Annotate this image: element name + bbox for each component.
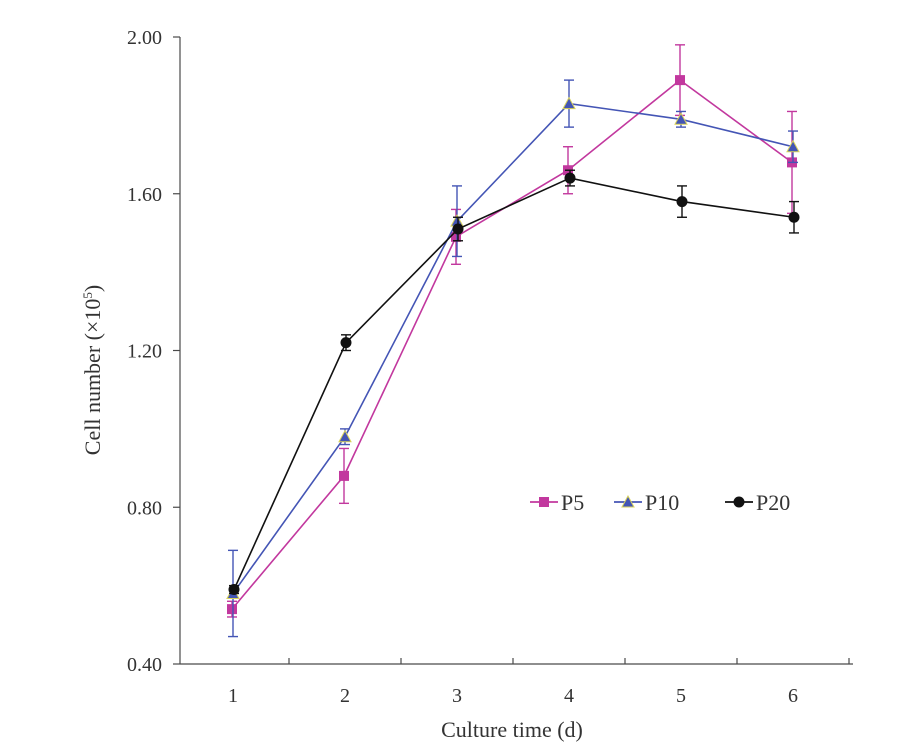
series-p5: [227, 44, 797, 618]
data-point: [451, 231, 461, 242]
data-point: [227, 604, 237, 615]
y-tick-label: 2.00: [127, 27, 162, 49]
legend-marker: [539, 497, 549, 507]
x-tick-label: 3: [452, 685, 462, 707]
data-point: [675, 75, 685, 86]
y-axis-title-main: Cell number (×10: [80, 299, 105, 456]
legend-label: P10: [645, 490, 679, 515]
data-point: [786, 139, 800, 153]
data-point: [452, 223, 464, 235]
series-line: [232, 102, 794, 594]
x-axis-ticks: 1 2 3 4 5 6: [228, 658, 850, 707]
data-point: [228, 584, 240, 596]
axes: [179, 37, 853, 665]
x-tick-label: 2: [340, 685, 350, 707]
series-p20: [228, 169, 800, 596]
plot-area: [226, 44, 800, 638]
series-line: [233, 177, 795, 590]
data-point: [562, 96, 576, 110]
data-point: [340, 337, 352, 349]
data-point: [788, 211, 800, 223]
y-axis-title-superscript: 5: [80, 292, 95, 299]
x-tick-label: 1: [228, 685, 238, 707]
x-tick-label: 5: [676, 685, 686, 707]
legend-label: P5: [561, 490, 584, 515]
y-axis-ticks: 0.40 0.80 1.20 1.60 2.00: [127, 27, 180, 676]
x-tick-label: 6: [788, 685, 798, 707]
legend: P5 P10 P20: [530, 490, 790, 515]
x-axis-title: Culture time (d): [441, 717, 583, 742]
y-axis-title-end: ): [80, 285, 105, 292]
legend-marker: [733, 496, 745, 508]
data-point: [674, 112, 688, 125]
y-tick-label: 1.20: [127, 341, 162, 363]
x-tick-label: 4: [564, 685, 574, 707]
legend-entry-p20: P20: [725, 490, 790, 515]
data-point: [338, 429, 352, 443]
y-tick-label: 0.40: [127, 654, 162, 676]
data-point: [564, 172, 576, 184]
y-axis-title: Cell number (×105): [80, 285, 105, 455]
legend-marker: [621, 494, 635, 508]
legend-entry-p10: P10: [614, 490, 679, 515]
legend-label: P20: [756, 490, 790, 515]
data-point: [339, 470, 349, 481]
legend-entry-p5: P5: [530, 490, 584, 515]
series-p10: [226, 79, 800, 638]
data-point: [676, 196, 688, 208]
y-tick-label: 0.80: [127, 497, 162, 519]
series-line: [231, 79, 793, 610]
y-tick-label: 1.60: [127, 184, 162, 206]
